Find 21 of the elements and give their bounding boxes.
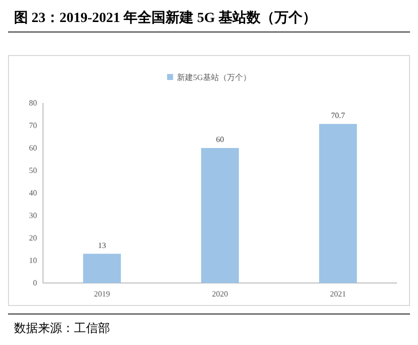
data-label: 60 [216, 135, 224, 144]
y-tick-label: 30 [29, 211, 37, 220]
bar [319, 124, 357, 283]
chart-title: 图 23：2019-2021 年全国新建 5G 基站数（万个） [14, 9, 317, 26]
data-label: 13 [98, 240, 106, 250]
y-tick-label: 0 [33, 278, 37, 288]
bar [83, 254, 121, 283]
source-note: 数据来源：工信部 [14, 321, 110, 335]
y-tick-label: 20 [29, 234, 37, 243]
y-tick-label: 80 [29, 98, 37, 108]
bar [201, 148, 239, 283]
y-tick-label: 70 [29, 121, 37, 130]
x-tick-label: 2020 [212, 290, 228, 299]
legend-label: 新建5G基站（万个） [177, 73, 251, 82]
y-tick-label: 10 [29, 256, 37, 266]
data-label: 70.7 [331, 110, 345, 120]
x-tick-label: 2021 [330, 290, 346, 299]
x-tick-label: 2019 [94, 290, 110, 299]
y-tick-label: 60 [29, 144, 37, 153]
y-tick-label: 50 [29, 166, 37, 176]
y-tick-label: 40 [29, 188, 37, 198]
